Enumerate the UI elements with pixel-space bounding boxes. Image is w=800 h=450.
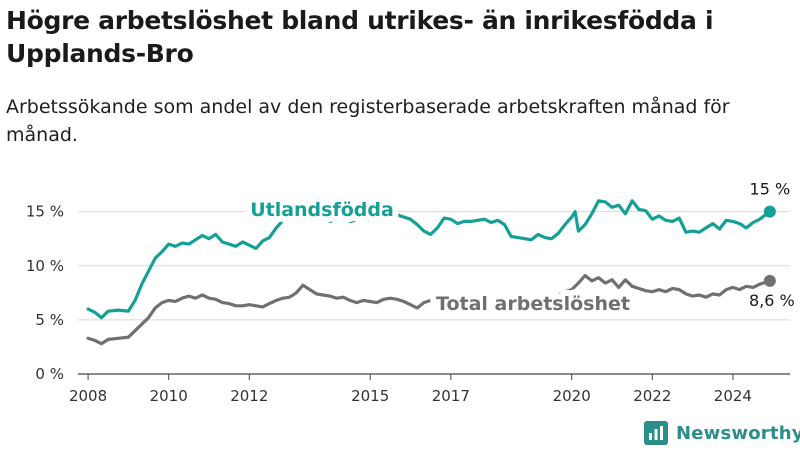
chart-series	[86, 199, 776, 346]
x-tick-label: 2012	[230, 387, 268, 405]
series-end-label: 8,6 %	[749, 291, 795, 310]
x-tick-label: 2020	[553, 387, 591, 405]
y-axis-ticks: 0 % 5 % 10 % 15 %	[26, 203, 64, 383]
chart-grid	[78, 211, 790, 375]
y-tick-label: 10 %	[26, 257, 64, 275]
x-tick-label: 2010	[150, 387, 188, 405]
series-label-total: Total arbetslöshet	[436, 293, 630, 315]
x-tick-label: 2022	[633, 387, 671, 405]
series-end-marker	[763, 205, 776, 218]
x-axis-ticks: 2008 2010 2012 2015 2017 2020 2022 2024	[69, 374, 752, 405]
chart-subtitle: Arbetssökande som andel av den registerb…	[6, 96, 730, 146]
x-tick-label: 2008	[69, 387, 107, 405]
series-line	[86, 199, 772, 320]
x-tick-label: 2017	[432, 387, 470, 405]
x-tick-label: 2024	[714, 387, 752, 405]
brand-logo: Newsworthy	[644, 420, 800, 446]
y-tick-label: 0 %	[35, 365, 64, 383]
brand-name: Newsworthy	[676, 422, 800, 444]
series-end-marker	[763, 274, 776, 287]
chart-title: Högre arbetslöshet bland utrikes- än inr…	[6, 6, 714, 68]
bar-chart-icon	[644, 421, 668, 445]
series-line	[86, 273, 772, 346]
y-tick-label: 5 %	[35, 311, 64, 329]
y-tick-label: 15 %	[26, 203, 64, 221]
x-tick-label: 2015	[351, 387, 389, 405]
series-end-label: 15 %	[750, 180, 791, 199]
series-label-foreign: Utlandsfödda	[250, 199, 394, 221]
